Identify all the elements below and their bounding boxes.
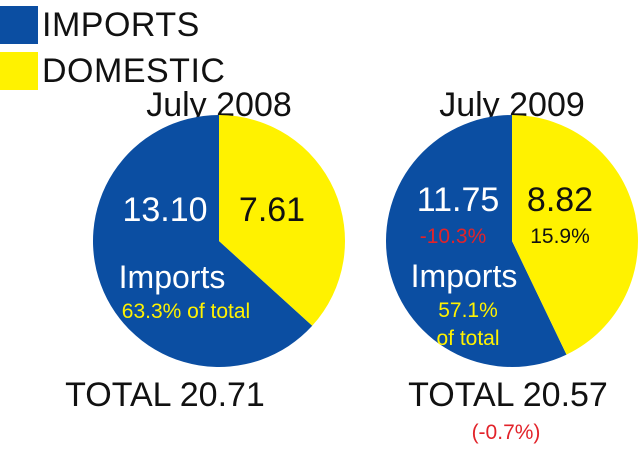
pie-2008-slice-domestic <box>219 115 345 326</box>
pie-2009-total-change: (-0.7%) <box>472 421 541 444</box>
pie-2009-total: TOTAL 20.57 <box>408 376 608 414</box>
pie-2009-imports-change: -10.3% <box>420 225 487 248</box>
pie-2009-domestic-value: 8.82 <box>527 181 593 219</box>
pie-2009-imports-value: 11.75 <box>417 181 500 219</box>
legend-swatch-imports <box>0 6 38 44</box>
pie-2009: July 2009 11.75 -10.3% 8.82 15.9% Import… <box>385 86 638 444</box>
pie-2008-total: TOTAL 20.71 <box>65 376 265 414</box>
pie-2009-imports-caption: Imports <box>411 258 518 294</box>
pie-2008-domestic-value: 7.61 <box>239 191 305 229</box>
legend-label-domestic: DOMESTIC <box>42 51 226 90</box>
legend-item-imports: IMPORTS <box>0 2 225 48</box>
legend: IMPORTS DOMESTIC <box>0 2 225 94</box>
pie-2009-slice-domestic <box>512 115 638 355</box>
pie-2008-slice-imports <box>92 115 313 367</box>
pie-2009-imports-share-line-1: 57.1% <box>438 299 498 322</box>
pie-2008-imports-value: 13.10 <box>122 191 207 229</box>
legend-label-imports: IMPORTS <box>42 5 200 44</box>
legend-item-domestic: DOMESTIC <box>0 48 225 94</box>
pie-2009-imports-share-line-2: of total <box>436 327 499 350</box>
pie-2009-slice-imports <box>385 114 567 367</box>
pie-2009-domestic-change: 15.9% <box>530 225 590 248</box>
pie-2008-imports-caption: Imports <box>119 259 226 295</box>
pie-2008: July 2008 13.10 7.61 Imports 63.3% of to… <box>65 86 345 414</box>
pie-2008-imports-share: 63.3% of total <box>122 300 250 323</box>
legend-swatch-domestic <box>0 52 38 90</box>
